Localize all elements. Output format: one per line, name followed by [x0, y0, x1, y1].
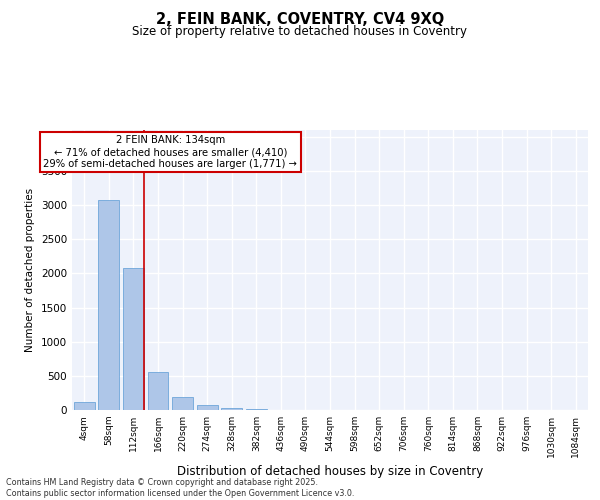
Bar	[221, 408, 242, 410]
Bar	[197, 405, 218, 410]
Bar	[98, 200, 119, 410]
Y-axis label: Number of detached properties: Number of detached properties	[25, 188, 35, 352]
X-axis label: Distribution of detached houses by size in Coventry: Distribution of detached houses by size …	[177, 466, 483, 478]
Bar	[148, 372, 169, 410]
Text: 2 FEIN BANK: 134sqm
← 71% of detached houses are smaller (4,410)
29% of semi-det: 2 FEIN BANK: 134sqm ← 71% of detached ho…	[43, 136, 297, 168]
Bar	[172, 397, 193, 410]
Text: Size of property relative to detached houses in Coventry: Size of property relative to detached ho…	[133, 25, 467, 38]
Bar	[123, 268, 144, 410]
Bar	[74, 402, 95, 410]
Bar	[246, 408, 267, 410]
Text: 2, FEIN BANK, COVENTRY, CV4 9XQ: 2, FEIN BANK, COVENTRY, CV4 9XQ	[156, 12, 444, 28]
Text: Contains HM Land Registry data © Crown copyright and database right 2025.
Contai: Contains HM Land Registry data © Crown c…	[6, 478, 355, 498]
